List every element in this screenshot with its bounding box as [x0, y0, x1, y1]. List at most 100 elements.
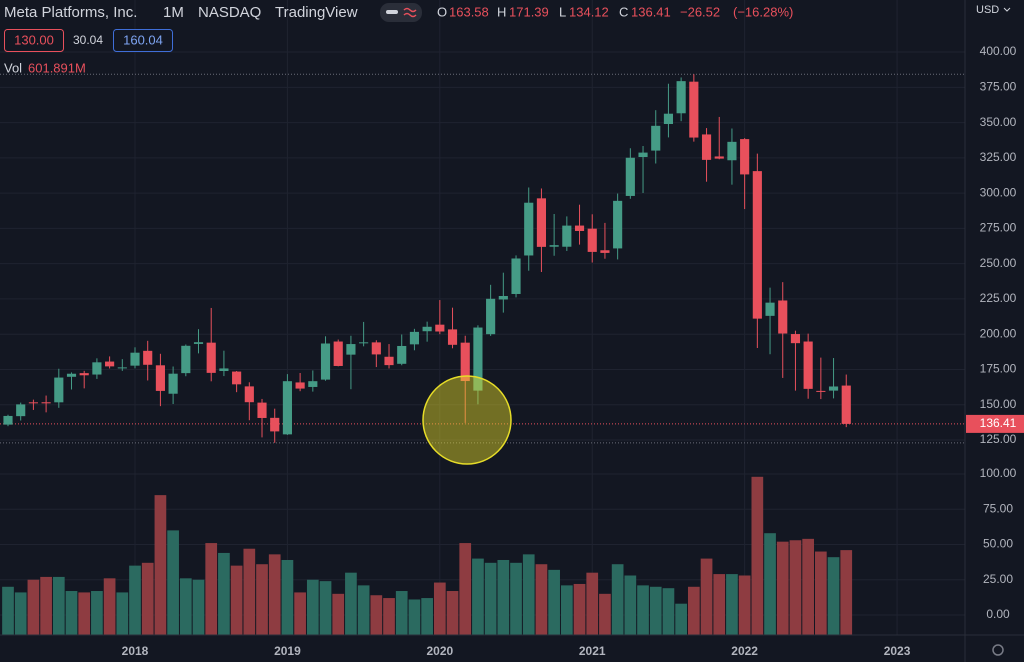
candle-body: [320, 343, 331, 380]
candle-body: [460, 342, 470, 382]
candle-body: [549, 245, 559, 247]
spread: 30.04: [73, 33, 103, 47]
candle-body: [92, 362, 102, 375]
volume-bar: [154, 495, 167, 635]
currency[interactable]: USD: [976, 4, 999, 16]
candle-body: [536, 198, 547, 247]
candle-body: [3, 415, 13, 425]
toggle[interactable]: [380, 3, 422, 22]
ask-box[interactable]: [113, 29, 173, 52]
y-tick-label: 150.00: [980, 397, 1017, 411]
candle-body: [66, 373, 77, 377]
x-tick-label: 2022: [731, 644, 758, 658]
candle-body: [54, 377, 64, 403]
price-label-box: [966, 414, 1024, 433]
volume-bar: [27, 579, 40, 635]
volume-bar: [91, 591, 103, 635]
candle-body: [727, 141, 737, 161]
volume-bar: [459, 543, 472, 635]
settings-icon[interactable]: [992, 644, 1004, 656]
symbol: Meta Platforms, Inc.: [4, 4, 137, 21]
currency-chevron: [1003, 7, 1011, 12]
volume-bar: [116, 592, 129, 635]
candle-body: [397, 345, 407, 364]
c-label: C: [619, 4, 628, 19]
y2-tick-label: 75.00: [983, 501, 1013, 515]
candle-body: [232, 371, 242, 385]
l-label: L: [559, 4, 566, 19]
candle-body: [308, 381, 318, 387]
candle-body: [663, 113, 674, 124]
x-tick-label: 2019: [274, 644, 301, 658]
candle-body: [600, 250, 610, 253]
volume-bar: [662, 588, 675, 635]
candle-body: [638, 152, 648, 158]
candle-body: [587, 228, 597, 252]
toggle-icon: [403, 7, 417, 18]
candle-body: [765, 302, 775, 316]
volume-bar: [446, 591, 459, 635]
y2-tick-label: 25.00: [983, 572, 1013, 586]
o-label: O: [437, 4, 447, 19]
o-value: 163.58: [449, 4, 489, 19]
candle-body: [295, 382, 305, 389]
volume-bar: [637, 585, 649, 635]
candle-body: [714, 156, 724, 159]
volume-bar: [129, 565, 141, 635]
volume-bar: [167, 530, 179, 635]
y-tick-label: 200.00: [980, 326, 1017, 340]
y-tick-label: 350.00: [980, 115, 1017, 129]
candle-body: [181, 345, 191, 374]
candle-body: [193, 342, 204, 344]
volume-bar: [599, 593, 611, 635]
candle-body: [803, 341, 813, 389]
volume-bar: [497, 559, 510, 635]
y-tick-label: 275.00: [980, 221, 1017, 235]
volume-bar: [586, 572, 599, 635]
candle-body: [625, 157, 635, 196]
candle-body: [244, 386, 254, 403]
volume-bar: [726, 574, 738, 635]
vol-value: 601.891M: [28, 60, 86, 75]
candle-body: [613, 200, 623, 249]
highlight-circle: [422, 375, 512, 465]
volume-bar: [294, 592, 306, 635]
volume-bar: [687, 586, 700, 635]
volume-bar: [40, 576, 52, 635]
volume-bar: [738, 575, 751, 635]
candle-body: [740, 139, 750, 175]
volume-bar: [713, 574, 726, 635]
volume-bar: [573, 583, 586, 635]
volume-bar: [840, 550, 853, 635]
volume-bar: [560, 585, 573, 635]
volume-bar: [802, 538, 814, 635]
candle-body: [778, 300, 788, 334]
exchange: NASDAQ: [198, 4, 261, 21]
volume-bar: [281, 559, 294, 635]
volume-bar: [675, 603, 687, 635]
y-tick-label: 250.00: [980, 256, 1017, 270]
volume-bar: [764, 533, 776, 635]
y-tick-label: 400.00: [980, 44, 1017, 58]
candle-body: [841, 385, 851, 424]
x-tick-label: 2023: [884, 644, 911, 658]
bid-box[interactable]: [4, 29, 64, 52]
y-tick-label: 225.00: [980, 291, 1017, 305]
candle-body: [359, 342, 369, 344]
volume-bar: [370, 595, 383, 635]
volume-bar: [103, 578, 116, 635]
x-tick-label: 2021: [579, 644, 606, 658]
candle-body: [752, 171, 762, 319]
volume-bar: [827, 557, 840, 635]
candle-body: [524, 202, 534, 256]
y-tick-label: 175.00: [980, 362, 1017, 376]
volume-bar: [268, 554, 281, 635]
h-label: H: [497, 4, 506, 19]
c-value: 136.41: [631, 4, 671, 19]
x-tick-label: 2020: [426, 644, 453, 658]
change-pct: (−16.28%): [733, 4, 793, 19]
candle-body: [168, 373, 178, 394]
candle-body: [79, 373, 89, 376]
volume-bar: [408, 599, 421, 635]
y-tick-label: 300.00: [980, 185, 1017, 199]
